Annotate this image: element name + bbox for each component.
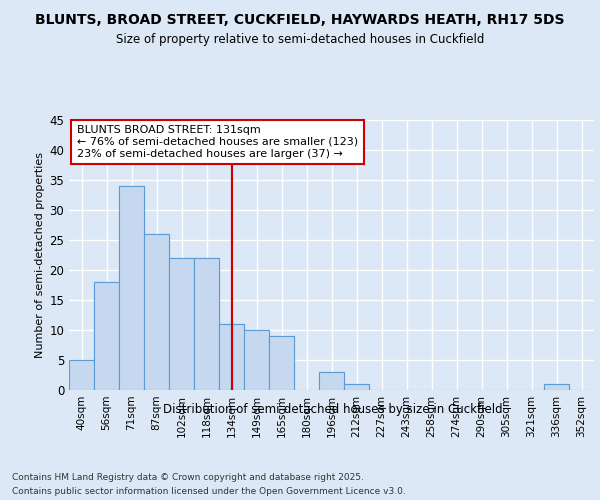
Text: BLUNTS, BROAD STREET, CUCKFIELD, HAYWARDS HEATH, RH17 5DS: BLUNTS, BROAD STREET, CUCKFIELD, HAYWARD…: [35, 12, 565, 26]
Bar: [69, 360, 94, 390]
Bar: [144, 234, 169, 390]
Bar: [94, 282, 119, 390]
Bar: [344, 384, 369, 390]
Bar: [219, 324, 244, 390]
Bar: [344, 384, 369, 390]
Bar: [169, 258, 194, 390]
Text: Distribution of semi-detached houses by size in Cuckfield: Distribution of semi-detached houses by …: [163, 402, 503, 415]
Bar: [194, 258, 219, 390]
Text: Contains public sector information licensed under the Open Government Licence v3: Contains public sector information licen…: [12, 488, 406, 496]
Bar: [319, 372, 344, 390]
Bar: [94, 282, 119, 390]
Text: Contains HM Land Registry data © Crown copyright and database right 2025.: Contains HM Land Registry data © Crown c…: [12, 472, 364, 482]
Bar: [69, 360, 94, 390]
Bar: [269, 336, 294, 390]
Bar: [244, 330, 269, 390]
Bar: [144, 234, 169, 390]
Bar: [319, 372, 344, 390]
Bar: [269, 336, 294, 390]
Bar: [544, 384, 569, 390]
Y-axis label: Number of semi-detached properties: Number of semi-detached properties: [35, 152, 45, 358]
Bar: [219, 324, 244, 390]
Bar: [169, 258, 194, 390]
Bar: [244, 330, 269, 390]
Text: BLUNTS BROAD STREET: 131sqm
← 76% of semi-detached houses are smaller (123)
23% : BLUNTS BROAD STREET: 131sqm ← 76% of sem…: [77, 126, 358, 158]
Bar: [119, 186, 144, 390]
Bar: [194, 258, 219, 390]
Bar: [119, 186, 144, 390]
Text: Size of property relative to semi-detached houses in Cuckfield: Size of property relative to semi-detach…: [116, 32, 484, 46]
Bar: [544, 384, 569, 390]
